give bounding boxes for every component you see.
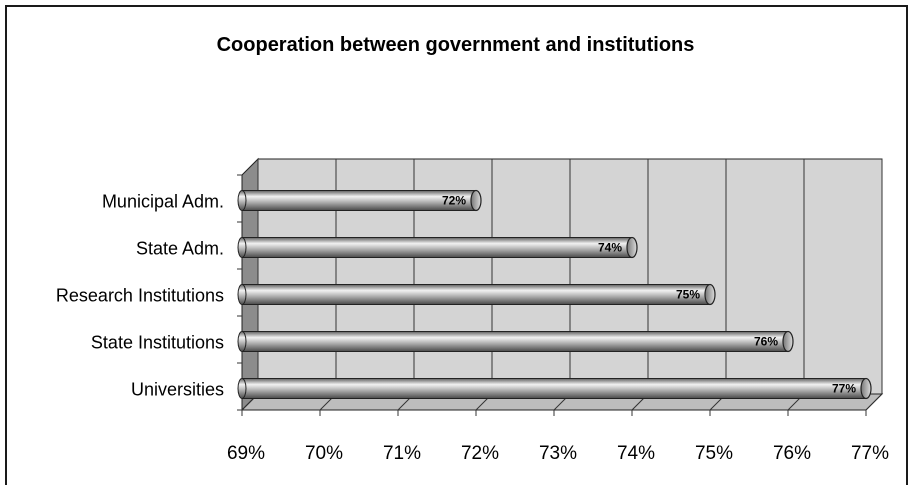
bar-end-cap [860, 377, 872, 400]
bar-universities [237, 377, 872, 400]
bar-body [241, 331, 789, 352]
x-tick-label: 71% [383, 443, 421, 464]
bar-end-cap [704, 283, 716, 306]
data-label: 75% [676, 288, 700, 302]
bar-body [241, 190, 477, 211]
x-tick-label: 69% [227, 443, 265, 464]
x-tick-label: 76% [773, 443, 811, 464]
category-label: Research Institutions [56, 286, 224, 306]
bar-state-institutions [237, 330, 794, 353]
x-tick-label: 70% [305, 443, 343, 464]
data-label: 74% [598, 241, 622, 255]
x-tick-label: 74% [617, 443, 655, 464]
chart-frame [5, 5, 908, 485]
bar-state-adm [237, 236, 638, 259]
floor-grid-line [865, 393, 883, 411]
bar-start-cap [237, 331, 247, 352]
chart-title: Cooperation between government and insti… [216, 34, 695, 56]
bars [237, 189, 872, 400]
labels: 72% Municipal Adm. 74% State Adm. 75% Researc… [56, 192, 889, 465]
data-label: 76% [754, 335, 778, 349]
bar-end-cap [470, 189, 482, 212]
bar-body [241, 378, 867, 399]
category-label: Universities [131, 380, 224, 400]
bar-end-cap [626, 236, 638, 259]
bar-body [241, 284, 711, 305]
x-tick-label: 72% [461, 443, 499, 464]
x-tick-label: 75% [695, 443, 733, 464]
category-label: Municipal Adm. [102, 192, 224, 212]
data-label: 72% [442, 194, 466, 208]
category-label: State Adm. [136, 239, 224, 259]
bar-body [241, 237, 633, 258]
x-tick-label: 77% [851, 443, 889, 464]
category-label: State Institutions [91, 333, 224, 353]
x-tick-label: 73% [539, 443, 577, 464]
bar-start-cap [237, 284, 247, 305]
bar-research-institutions [237, 283, 716, 306]
bar-start-cap [237, 190, 247, 211]
bar-municipal-adm [237, 189, 482, 212]
data-label: 77% [832, 382, 856, 396]
bar-end-cap [782, 330, 794, 353]
bar-start-cap [237, 378, 247, 399]
bar-start-cap [237, 237, 247, 258]
grid-lines [257, 159, 883, 394]
